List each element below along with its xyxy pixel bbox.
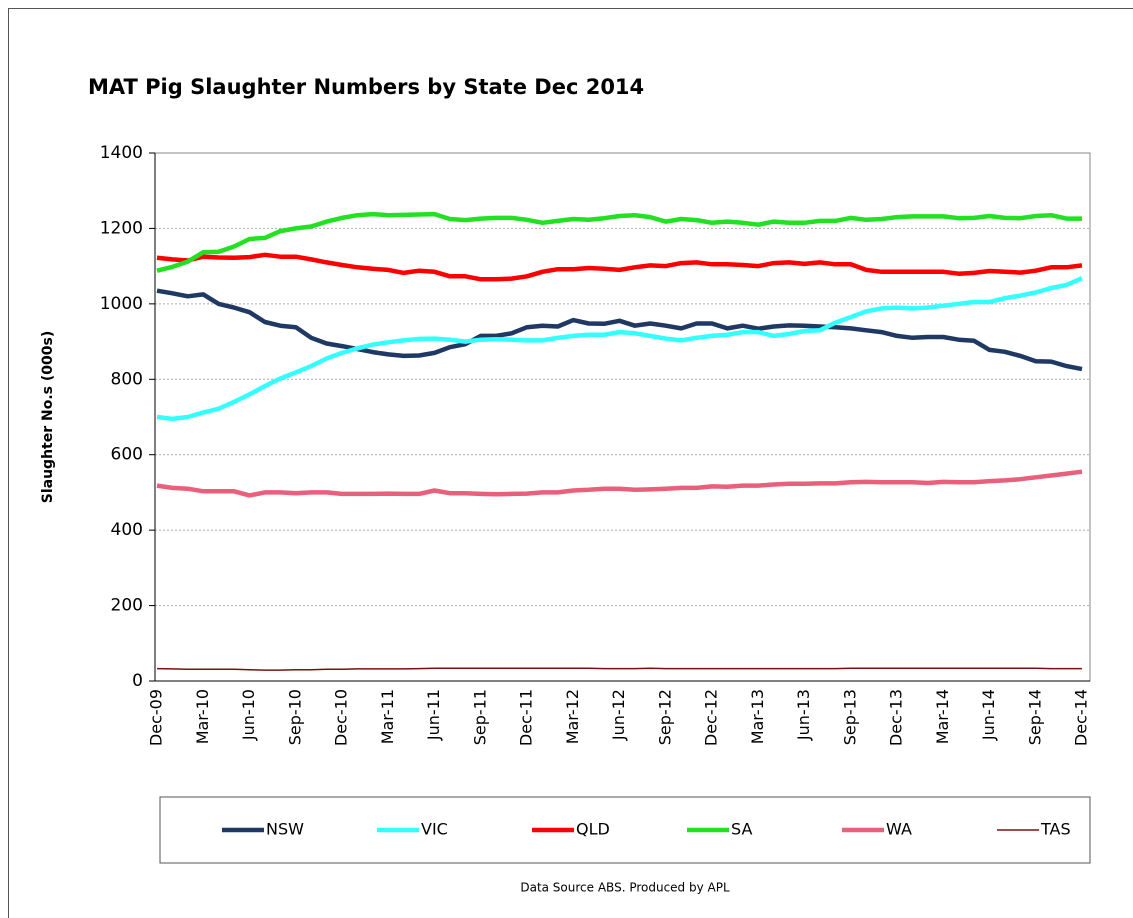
x-tick-label: Sep-13 xyxy=(840,689,859,745)
x-tick-label: Jun-12 xyxy=(609,689,628,741)
legend-label: QLD xyxy=(576,820,610,839)
x-tick-label: Dec-09 xyxy=(147,689,166,746)
x-tick-label: Dec-12 xyxy=(702,689,721,746)
line-series xyxy=(156,252,1083,282)
x-tick-label: Dec-10 xyxy=(332,689,351,746)
legend-label: NSW xyxy=(266,820,304,839)
y-tick-label: 800 xyxy=(111,369,143,389)
legend-label: SA xyxy=(731,820,752,839)
x-tick-label: Dec-14 xyxy=(1072,689,1091,746)
x-tick-label: Mar-12 xyxy=(563,689,582,744)
x-tick-label: Jun-10 xyxy=(239,689,258,741)
x-tick-label: Jun-13 xyxy=(794,689,813,741)
y-tick-label: 600 xyxy=(111,445,143,465)
x-tick-label: Sep-11 xyxy=(470,689,489,745)
line-series xyxy=(156,667,1082,671)
x-tick-label: Mar-10 xyxy=(193,689,212,744)
y-axis-label: Slaughter No.s (000s) xyxy=(40,331,56,503)
y-tick-label: 1400 xyxy=(100,143,143,163)
legend-label: VIC xyxy=(421,820,448,839)
footnote: Data Source ABS. Produced by APL xyxy=(520,881,730,895)
x-tick-label: Sep-12 xyxy=(655,689,674,745)
x-tick-label: Dec-13 xyxy=(887,689,906,746)
line-series xyxy=(156,211,1082,273)
legend-label: WA xyxy=(886,820,912,839)
x-tick-label: Mar-14 xyxy=(933,689,952,744)
y-tick-label: 1200 xyxy=(100,218,143,238)
line-series xyxy=(156,469,1083,498)
y-tick-label: 1000 xyxy=(100,294,143,314)
plot-area xyxy=(154,152,1091,682)
y-tick-label: 0 xyxy=(132,671,143,691)
x-tick-label: Jun-11 xyxy=(424,689,443,741)
x-tick-label: Sep-14 xyxy=(1025,689,1044,745)
legend-label: TAS xyxy=(1040,820,1071,839)
x-tick-label: Mar-13 xyxy=(748,689,767,744)
chart-title: MAT Pig Slaughter Numbers by State Dec 2… xyxy=(88,75,644,99)
line-series xyxy=(156,288,1083,372)
x-tick-label: Dec-11 xyxy=(517,689,536,746)
x-tick-label: Mar-11 xyxy=(378,689,397,744)
x-tick-label: Sep-10 xyxy=(285,689,304,745)
y-tick-label: 200 xyxy=(111,596,143,616)
legend-box xyxy=(159,796,1091,864)
y-tick-label: 400 xyxy=(111,520,143,540)
line-series xyxy=(156,276,1083,422)
x-tick-label: Jun-14 xyxy=(979,689,998,741)
